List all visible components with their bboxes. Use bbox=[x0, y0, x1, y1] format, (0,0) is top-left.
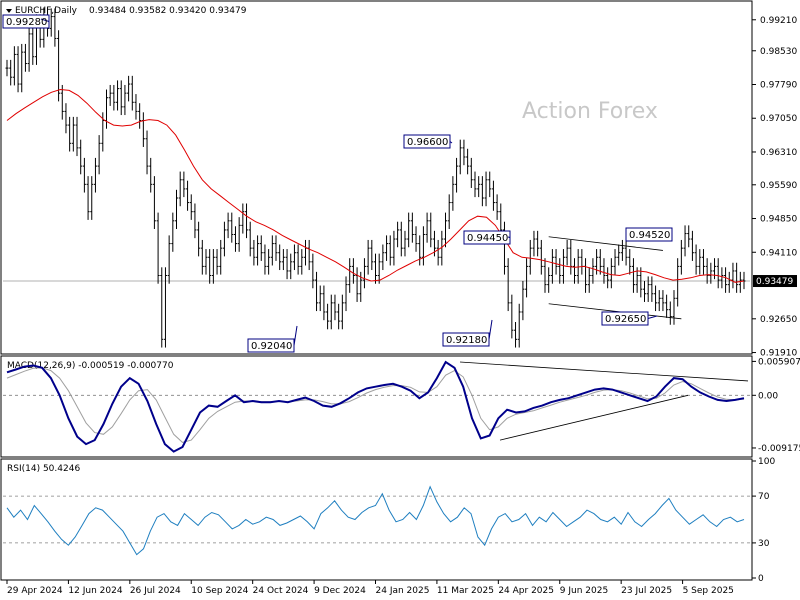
macd-tick-label: 0.005907 bbox=[758, 357, 800, 367]
x-tick-label: 11 Mar 2025 bbox=[437, 586, 494, 596]
price-callout-label: 0.92650 bbox=[605, 314, 646, 325]
price-callout-leader bbox=[647, 315, 658, 319]
x-tick-label: 23 Jul 2025 bbox=[621, 586, 672, 596]
price-tick-label: 0.97790 bbox=[760, 81, 797, 91]
price-callout-label: 0.92040 bbox=[251, 341, 292, 352]
price-tick-label: 0.95590 bbox=[760, 181, 797, 191]
last-price-badge bbox=[753, 275, 797, 288]
moving-average-line bbox=[6, 88, 745, 283]
rsi-tick-label: 0 bbox=[758, 574, 764, 584]
rsi-title: RSI(14) 50.4246 bbox=[7, 464, 80, 474]
ohlc-readout: 0.93484 0.93582 0.93420 0.93479 bbox=[89, 6, 247, 16]
macd-tick-label: 0.00 bbox=[758, 391, 778, 401]
x-tick-label: 24 Apr 2025 bbox=[498, 586, 554, 596]
price-tick-label: 0.99210 bbox=[760, 16, 797, 26]
rsi-tick-label: 30 bbox=[758, 539, 770, 549]
x-tick-label: 29 Apr 2024 bbox=[7, 586, 63, 596]
price-tick-label: 0.94110 bbox=[760, 248, 797, 258]
price-callout-leader bbox=[40, 18, 50, 22]
macd-lower-trendline bbox=[499, 394, 689, 441]
watermark-text: Action Forex bbox=[522, 99, 658, 124]
price-callout-label: 0.99280 bbox=[6, 17, 47, 28]
rsi-tick-label: 100 bbox=[758, 457, 775, 467]
macd-title: MACD(12,26,9) -0.000519 -0.000770 bbox=[7, 361, 174, 371]
x-tick-label: 9 Jun 2025 bbox=[560, 586, 608, 596]
macd-panel-frame bbox=[0, 355, 753, 458]
rsi-tick-label: 70 bbox=[758, 492, 770, 502]
dropdown-triangle-icon[interactable] bbox=[6, 9, 12, 13]
price-callout-label: 0.94520 bbox=[629, 230, 670, 241]
x-tick-label: 9 Dec 2024 bbox=[314, 586, 366, 596]
price-panel-frame bbox=[0, 0, 753, 355]
x-tick-label: 24 Jan 2025 bbox=[376, 586, 430, 596]
x-tick-label: 24 Oct 2024 bbox=[253, 586, 309, 596]
price-tick-label: 0.97050 bbox=[760, 114, 797, 124]
x-tick-label: 10 Sep 2024 bbox=[191, 586, 248, 596]
price-callouts: 0.99280 0.96600 0.94450 0.94520 0.92040 0.921… bbox=[2, 14, 673, 353]
price-callout-label: 0.96600 bbox=[407, 137, 448, 148]
price-y-axis: 0.99210 0.98530 0.97790 0.97050 0.96310 0.955… bbox=[3, 16, 797, 359]
symbol-label: EURCHF,Daily bbox=[15, 6, 78, 16]
x-tick-label: 12 Jun 2024 bbox=[68, 586, 122, 596]
channel-lower-line bbox=[548, 303, 682, 320]
macd-signal-line bbox=[6, 367, 745, 443]
rsi-panel-frame bbox=[0, 458, 753, 581]
price-tick-label: 0.98530 bbox=[760, 47, 797, 57]
price-tick-label: 0.94850 bbox=[760, 215, 797, 225]
price-callout-leader bbox=[488, 319, 493, 340]
x-tick-label: 5 Sep 2025 bbox=[683, 586, 734, 596]
price-callout-label: 0.94450 bbox=[467, 233, 508, 244]
price-tick-label: 0.96310 bbox=[760, 148, 797, 158]
x-tick-label: 26 Jul 2024 bbox=[130, 586, 181, 596]
price-callout-leader bbox=[507, 236, 511, 238]
macd-y-axis: 0.005907 0.00 -0.009175 bbox=[3, 357, 800, 454]
macd-upper-trendline bbox=[459, 361, 749, 382]
rsi-marks bbox=[6, 485, 745, 556]
macd-marks bbox=[6, 360, 749, 453]
price-callout-leader bbox=[293, 325, 298, 346]
macd-tick-label: -0.009175 bbox=[758, 444, 800, 454]
price-marks bbox=[5, 7, 746, 348]
channel-upper-line bbox=[548, 236, 663, 251]
last-price-label: 0.93479 bbox=[756, 277, 793, 287]
price-tick-label: 0.91910 bbox=[760, 349, 797, 359]
macd-main-line bbox=[6, 360, 745, 453]
rsi-y-axis: 100 70 30 0 bbox=[3, 457, 775, 584]
rsi-line bbox=[6, 485, 745, 556]
x-axis: 29 Apr 2024 12 Jun 2024 26 Jul 2024 10 Sep … bbox=[6, 580, 734, 596]
price-tick-label: 0.92650 bbox=[760, 315, 797, 325]
price-callout-leader bbox=[449, 141, 453, 144]
price-callout-label: 0.92180 bbox=[446, 335, 487, 346]
